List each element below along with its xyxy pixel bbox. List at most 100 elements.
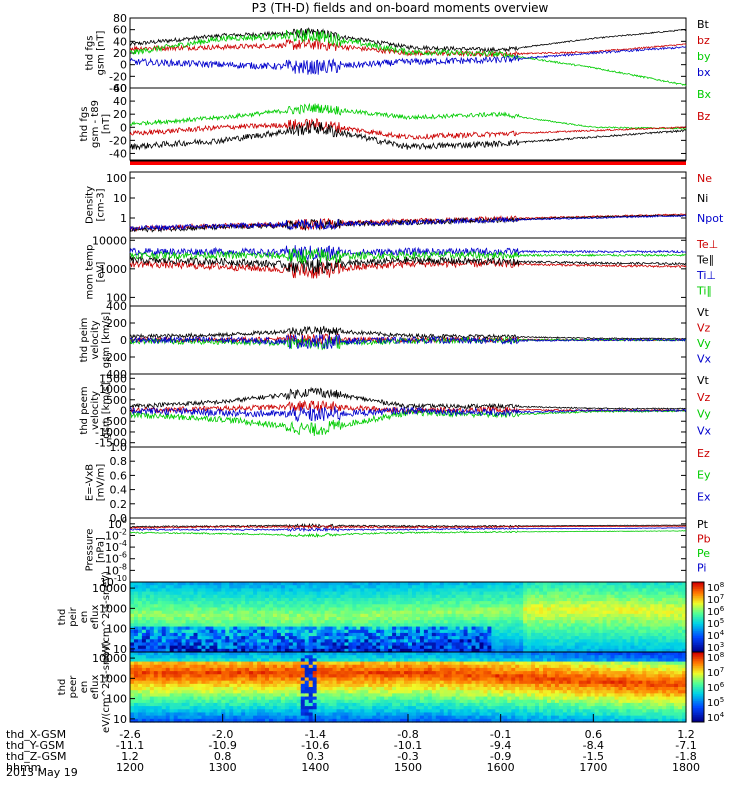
heatmap-cell xyxy=(130,645,135,650)
heatmap-cell xyxy=(245,664,250,669)
heatmap-cell xyxy=(189,620,195,624)
heatmap-cell xyxy=(642,588,647,593)
y-tick-label: 60 xyxy=(113,82,127,95)
heatmap-cell xyxy=(475,629,481,634)
heatmap-cell xyxy=(368,709,373,714)
heatmap-cell xyxy=(237,667,242,672)
y-axis-label: [nT] xyxy=(101,114,112,134)
heatmap-cell xyxy=(165,617,171,621)
heatmap-cell xyxy=(447,607,453,612)
heatmap-cell xyxy=(400,658,405,663)
heatmap-cell xyxy=(296,617,302,621)
heatmap-cell xyxy=(272,671,278,675)
heatmap-cell xyxy=(161,690,167,694)
heatmap-cell xyxy=(300,613,306,618)
heatmap-cell xyxy=(332,629,338,634)
heatmap-cell xyxy=(411,702,417,707)
heatmap-cell xyxy=(674,597,679,602)
heatmap-cell xyxy=(519,648,524,653)
heatmap-cell xyxy=(292,715,298,720)
heatmap-cell xyxy=(455,617,461,621)
heatmap-cell xyxy=(165,680,171,685)
heatmap-cell xyxy=(261,617,266,621)
heatmap-cell xyxy=(312,588,318,593)
heatmap-cell xyxy=(137,597,143,602)
heatmap-cell xyxy=(189,588,195,593)
heatmap-cell xyxy=(558,585,564,589)
heatmap-cell xyxy=(193,648,199,653)
heatmap-cell xyxy=(372,582,377,586)
heatmap-cell xyxy=(130,607,135,612)
heatmap-cell xyxy=(185,617,191,621)
heatmap-cell xyxy=(249,601,254,605)
heatmap-cell xyxy=(265,632,270,637)
heatmap-cell xyxy=(443,610,449,615)
heatmap-cell xyxy=(261,642,266,647)
heatmap-cell xyxy=(296,674,302,679)
heatmap-cell xyxy=(554,645,560,650)
heatmap-cell xyxy=(141,674,147,679)
heatmap-cell xyxy=(276,699,282,704)
heatmap-cell xyxy=(300,680,306,685)
heatmap-cell xyxy=(543,591,548,596)
heatmap-cell xyxy=(419,702,425,707)
heatmap-cell xyxy=(364,683,369,688)
heatmap-cell xyxy=(674,601,679,605)
heatmap-cell xyxy=(570,582,576,586)
heatmap-cell xyxy=(396,604,401,609)
heatmap-cell xyxy=(253,617,258,621)
heatmap-cell xyxy=(269,683,274,688)
y-tick-label: 1.0 xyxy=(110,441,128,454)
heatmap-cell xyxy=(356,642,361,647)
heatmap-cell xyxy=(296,597,302,602)
heatmap-cell xyxy=(157,636,163,640)
heatmap-cell xyxy=(320,645,326,650)
heatmap-cell xyxy=(372,702,377,707)
heatmap-cell xyxy=(213,623,218,628)
heatmap-cell xyxy=(642,607,647,612)
heatmap-cell xyxy=(149,607,155,612)
heatmap-cell xyxy=(400,610,405,615)
heatmap-cell xyxy=(296,652,302,656)
heatmap-cell xyxy=(356,629,361,634)
heatmap-cell xyxy=(642,648,647,653)
heatmap-cell xyxy=(419,693,425,698)
heatmap-cell xyxy=(550,591,556,596)
heatmap-cell xyxy=(225,588,230,593)
heatmap-cell xyxy=(606,594,612,599)
heatmap-cell xyxy=(451,604,457,609)
heatmap-cell xyxy=(503,636,508,640)
heatmap-cell xyxy=(638,604,643,609)
heatmap-cell xyxy=(336,597,342,602)
heatmap-cell xyxy=(380,709,385,714)
heatmap-cell xyxy=(682,597,687,602)
heatmap-cell xyxy=(396,613,401,618)
heatmap-cell xyxy=(435,639,441,644)
heatmap-cell xyxy=(566,648,572,653)
heatmap-cell xyxy=(400,626,405,631)
heatmap-cell xyxy=(380,610,385,615)
heatmap-cell xyxy=(320,687,326,691)
heatmap-cell xyxy=(229,597,234,602)
heatmap-cell xyxy=(276,629,282,634)
heatmap-cell xyxy=(491,591,496,596)
heatmap-cell xyxy=(566,582,572,586)
heatmap-cell xyxy=(352,632,357,637)
heatmap-cell xyxy=(372,620,377,624)
heatmap-cell xyxy=(654,604,659,609)
heatmap-cell xyxy=(332,639,338,644)
heatmap-cell xyxy=(165,629,171,634)
heatmap-cell xyxy=(419,671,425,675)
heatmap-cell xyxy=(324,636,330,640)
heatmap-cell xyxy=(217,667,222,672)
heatmap-cell xyxy=(531,645,536,650)
heatmap-cell xyxy=(523,613,528,618)
heatmap-cell xyxy=(392,706,397,710)
heatmap-cell xyxy=(185,661,191,666)
heatmap-cell xyxy=(280,683,286,688)
colorbar-cell xyxy=(692,603,704,606)
heatmap-cell xyxy=(245,610,250,615)
heatmap-cell xyxy=(265,693,270,698)
heatmap-cell xyxy=(189,623,195,628)
heatmap-cell xyxy=(308,613,314,618)
